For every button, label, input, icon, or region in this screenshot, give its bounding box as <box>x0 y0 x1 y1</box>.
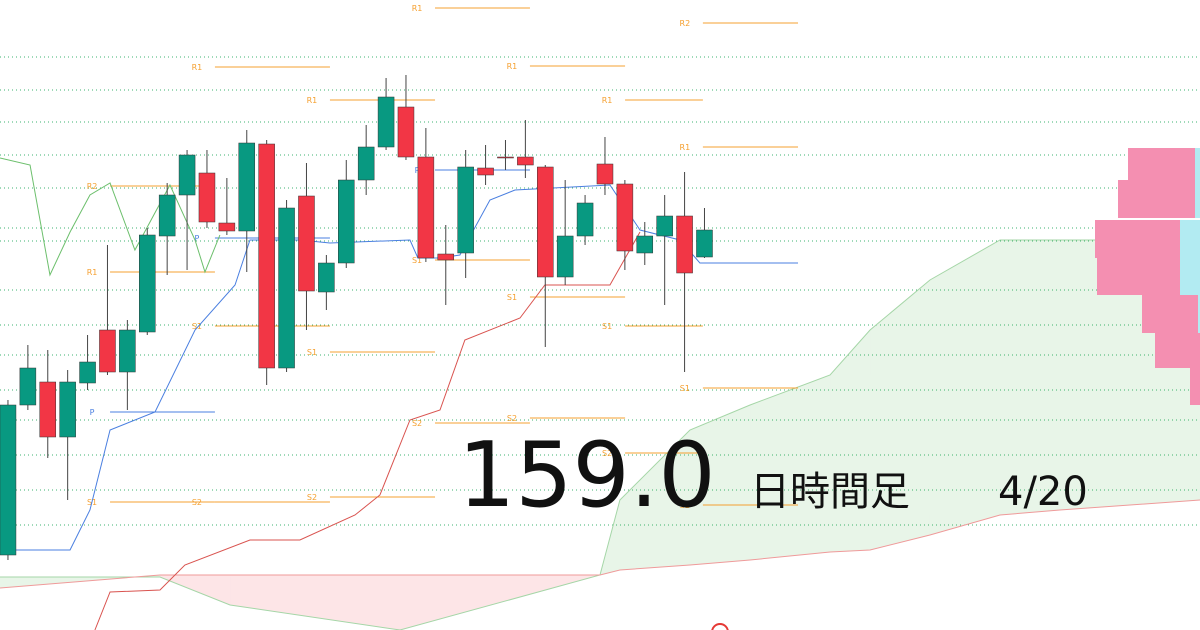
candle-body <box>258 143 275 369</box>
candle-body <box>39 381 57 438</box>
price-text: 159.0 <box>458 423 716 528</box>
candle-body <box>158 194 176 237</box>
candle-body <box>119 329 136 373</box>
profile-bar <box>1097 258 1180 295</box>
candle-body <box>357 146 375 181</box>
candle-body <box>278 207 295 369</box>
profile-bar <box>1095 220 1180 258</box>
profile-bar <box>1190 368 1200 405</box>
timeframe-text: 日時間足 <box>750 469 910 515</box>
pivot-label: R2 <box>87 182 98 191</box>
candle-body <box>198 172 216 223</box>
pivot-label: S1 <box>307 348 317 357</box>
candle-body <box>338 179 355 264</box>
pivot-label: S1 <box>507 293 517 302</box>
pivot-label: P <box>195 234 200 243</box>
pivot-label: S2 <box>307 493 317 502</box>
overlay: 159.0 日時間足 4/20 <box>458 423 1088 528</box>
cloud-span <box>0 239 1200 630</box>
profile-bar <box>1118 180 1195 218</box>
cloud-fill <box>689 405 751 565</box>
cloud-fill <box>619 430 690 570</box>
candle-body <box>397 106 415 158</box>
profile-bar <box>1155 333 1200 368</box>
indicator-line <box>94 231 641 630</box>
cloud-fill <box>870 280 930 550</box>
candle-body <box>636 235 654 254</box>
candle-body <box>457 166 474 254</box>
logo-icon <box>711 623 729 630</box>
candle-body <box>696 229 713 258</box>
candle-body <box>59 381 76 438</box>
candle-body <box>178 154 196 196</box>
pivot-label: S2 <box>680 501 690 510</box>
cloud-fill <box>230 575 400 630</box>
candle-body <box>556 235 574 278</box>
candle-body <box>477 167 494 176</box>
date-text: 4/20 <box>998 469 1088 515</box>
candle-body <box>0 404 17 556</box>
pivot-label: P <box>415 166 420 175</box>
indicator-line <box>0 157 221 277</box>
candle-body <box>517 156 534 166</box>
pivot-label: R1 <box>602 96 613 105</box>
cloud-fill <box>750 375 831 560</box>
pivot-label: R1 <box>87 268 98 277</box>
pivot-label: S2 <box>192 498 202 507</box>
candle-body <box>497 156 514 159</box>
candle-body <box>238 142 256 232</box>
cloud-fill <box>830 330 871 552</box>
pivot-label: R2 <box>680 19 691 28</box>
candle-body <box>377 96 395 148</box>
profile-bar <box>1195 180 1200 218</box>
pivot-label: S1 <box>412 256 422 265</box>
candle-body <box>576 202 594 237</box>
candle-body <box>298 195 315 292</box>
candle-body <box>218 222 236 232</box>
pivot-label: R1 <box>192 63 203 72</box>
pivot-label: S1 <box>192 322 202 331</box>
profile-bar <box>1198 295 1200 333</box>
pivot-label: S1 <box>680 384 690 393</box>
pivot-label: R1 <box>307 96 318 105</box>
pivot-label: R1 <box>412 4 423 13</box>
candle-body <box>318 262 335 293</box>
pivot-label: S1 <box>602 322 612 331</box>
candle-body <box>596 163 614 185</box>
pivot-label: R1 <box>680 143 691 152</box>
pivot-label: P <box>90 408 95 417</box>
cloud-fill <box>929 240 1000 535</box>
profile-bar <box>1180 220 1200 258</box>
plot: R2 R1 P S1 R1 P S1 S2 R1 S1 S2 R1 P S1 S2 R1 S1 S2 R1 S1 S2 R… <box>0 4 1200 630</box>
profile-bar <box>1195 148 1200 180</box>
candle-body <box>616 183 634 252</box>
profile-bar <box>1128 148 1195 180</box>
candle-body <box>437 253 455 261</box>
candle-body <box>139 234 156 333</box>
cloud-span <box>0 499 1200 589</box>
pivot-label: S2 <box>412 419 422 428</box>
candle-body <box>537 166 554 278</box>
candle-body <box>99 329 116 373</box>
candle-body <box>676 215 693 274</box>
profile-bar <box>1180 258 1200 295</box>
level-lines <box>0 56 1200 526</box>
pivot-label: R1 <box>507 62 518 71</box>
candle-body <box>79 361 96 384</box>
candle-body <box>417 156 435 259</box>
profile-bar <box>1142 295 1198 333</box>
candle-body <box>656 215 673 237</box>
candle-body <box>19 367 37 406</box>
pivot-label: S2 <box>507 414 517 423</box>
cloud-fill <box>1000 240 1060 515</box>
pivot-label: S2 <box>602 449 612 458</box>
